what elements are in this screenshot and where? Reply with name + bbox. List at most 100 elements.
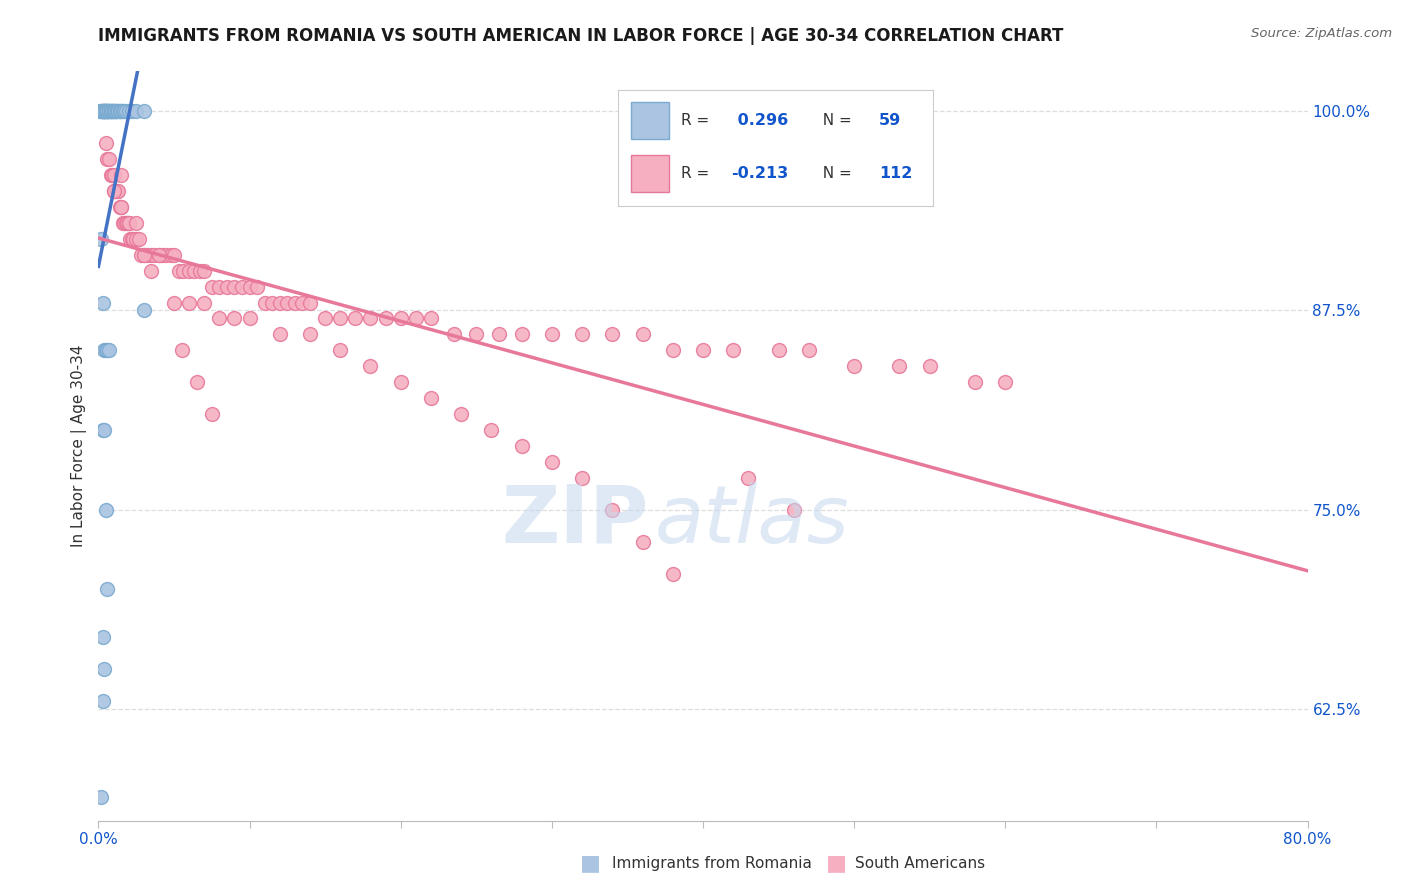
Point — [269, 295, 291, 310]
Point — [465, 327, 488, 342]
Point — [108, 104, 131, 119]
Point — [405, 311, 427, 326]
Text: ■: ■ — [827, 854, 846, 873]
Text: atlas: atlas — [655, 482, 849, 560]
Point — [98, 104, 121, 119]
Point — [602, 502, 624, 516]
Point — [631, 327, 654, 342]
Point — [91, 104, 114, 119]
Point — [170, 343, 193, 358]
Point — [98, 104, 121, 119]
Point — [797, 343, 820, 358]
Point — [167, 263, 190, 277]
Point — [141, 248, 163, 262]
Point — [150, 248, 173, 262]
Point — [193, 295, 215, 310]
Point — [112, 104, 135, 119]
Point — [96, 104, 118, 119]
Point — [163, 248, 186, 262]
Point — [510, 327, 533, 342]
Point — [108, 200, 131, 214]
Point — [571, 327, 593, 342]
Point — [148, 248, 170, 262]
Point — [94, 104, 117, 119]
Point — [291, 295, 314, 310]
Point — [114, 104, 136, 119]
Point — [100, 168, 122, 182]
Point — [125, 232, 148, 246]
Point — [120, 232, 142, 246]
Point — [94, 136, 117, 150]
Point — [103, 104, 125, 119]
Point — [98, 104, 121, 119]
Point — [148, 248, 170, 262]
Point — [994, 376, 1017, 390]
Point — [112, 216, 135, 230]
Point — [103, 104, 125, 119]
Point — [481, 423, 503, 437]
Point — [101, 168, 124, 182]
Point — [93, 104, 115, 119]
Point — [91, 104, 114, 119]
Point — [374, 311, 396, 326]
Point — [314, 311, 336, 326]
Point — [111, 104, 134, 119]
Point — [201, 279, 224, 293]
Point — [661, 566, 683, 581]
Point — [98, 152, 121, 166]
Point — [540, 455, 562, 469]
Point — [118, 104, 141, 119]
Point — [103, 184, 125, 198]
Text: Source: ZipAtlas.com: Source: ZipAtlas.com — [1251, 27, 1392, 40]
Point — [125, 216, 148, 230]
Point — [93, 104, 115, 119]
Point — [510, 439, 533, 453]
Point — [104, 104, 127, 119]
Point — [122, 232, 145, 246]
Point — [193, 263, 215, 277]
Point — [231, 279, 253, 293]
Point — [276, 295, 298, 310]
Point — [90, 104, 112, 119]
Point — [110, 200, 132, 214]
Point — [103, 104, 125, 119]
Point — [389, 311, 412, 326]
Text: ■: ■ — [581, 854, 600, 873]
Point — [114, 216, 136, 230]
Point — [889, 359, 911, 374]
Point — [128, 232, 150, 246]
Point — [93, 343, 115, 358]
Point — [100, 104, 122, 119]
Point — [224, 279, 246, 293]
Point — [91, 295, 114, 310]
Point — [246, 279, 269, 293]
Point — [208, 311, 231, 326]
Point — [201, 407, 224, 421]
Point — [93, 104, 115, 119]
Point — [420, 311, 443, 326]
Point — [93, 423, 115, 437]
Point — [918, 359, 941, 374]
Point — [450, 407, 472, 421]
Point — [239, 279, 262, 293]
Point — [110, 168, 132, 182]
Point — [253, 295, 276, 310]
Point — [100, 104, 122, 119]
Point — [329, 343, 352, 358]
Point — [115, 216, 138, 230]
Point — [90, 789, 112, 804]
Point — [132, 248, 155, 262]
Point — [101, 104, 124, 119]
Point — [132, 104, 155, 119]
Point — [110, 104, 132, 119]
Point — [101, 104, 124, 119]
Point — [91, 423, 114, 437]
Point — [143, 248, 166, 262]
Point — [224, 311, 246, 326]
Point — [121, 232, 143, 246]
Text: South Americans: South Americans — [855, 856, 986, 871]
Point — [488, 327, 510, 342]
Point — [103, 184, 125, 198]
Point — [737, 471, 759, 485]
Point — [965, 376, 987, 390]
